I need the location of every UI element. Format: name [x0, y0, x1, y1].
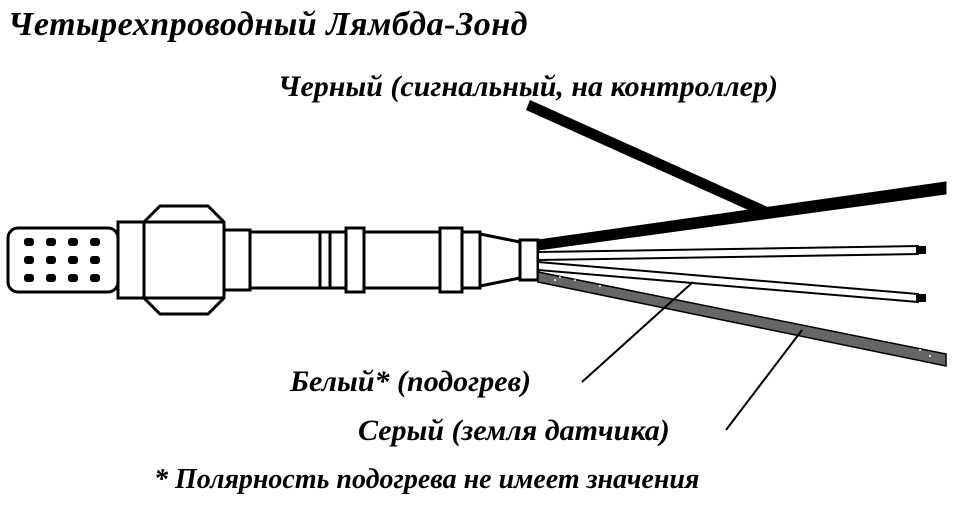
body-ring-3: [440, 228, 462, 292]
cable-clamp: [520, 240, 538, 280]
sensor-collar-2: [224, 230, 250, 290]
wire-black: [538, 182, 946, 250]
sensor-taper: [480, 234, 520, 286]
wire-white-2: [538, 262, 918, 302]
leader-black: [526, 100, 770, 218]
sensor-drawing: [0, 0, 960, 507]
wire-white-1: [538, 246, 918, 260]
wire-white-1-tip: [916, 246, 926, 254]
wire-white-2-tip: [916, 294, 926, 302]
leader-grey: [726, 330, 802, 430]
sensor-collar-1: [118, 222, 144, 298]
body-ring-2: [346, 228, 364, 292]
diagram-canvas: Четырехпроводный Лямбда-Зонд Черный (сиг…: [0, 0, 960, 507]
